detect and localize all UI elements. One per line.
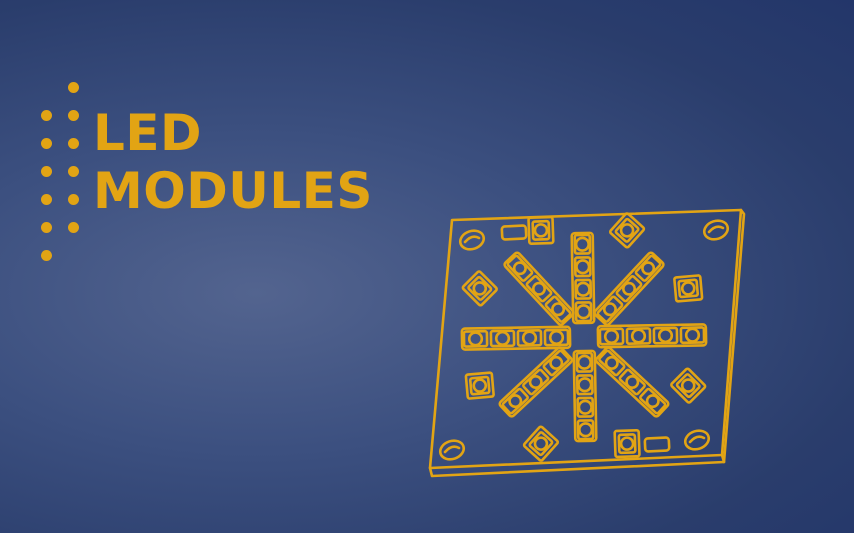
led-strip bbox=[572, 349, 598, 443]
led-chip bbox=[464, 371, 495, 400]
led-chip bbox=[527, 215, 555, 246]
mounting-hole bbox=[438, 439, 466, 461]
dot-icon bbox=[68, 110, 79, 121]
dot-icon bbox=[68, 166, 79, 177]
led-chip bbox=[670, 367, 707, 404]
dot-icon bbox=[41, 110, 52, 121]
led-strip bbox=[595, 346, 670, 418]
dot-icon bbox=[68, 194, 79, 205]
mounting-hole bbox=[702, 219, 730, 241]
led-chip bbox=[673, 274, 704, 303]
mounting-hole bbox=[458, 229, 486, 251]
board-slot bbox=[643, 436, 671, 453]
mounting-hole bbox=[683, 429, 711, 451]
led-strip bbox=[593, 251, 665, 326]
dot-icon bbox=[41, 138, 52, 149]
dot-icon bbox=[68, 222, 79, 233]
board-slot bbox=[500, 224, 528, 241]
led-chip bbox=[608, 212, 646, 249]
led-strip bbox=[570, 231, 596, 325]
page-title: LED MODULES bbox=[93, 104, 373, 220]
led-chip bbox=[461, 270, 498, 307]
dot-icon bbox=[41, 250, 52, 261]
dot-grid-icon bbox=[38, 78, 88, 263]
led-strip bbox=[498, 346, 573, 418]
led-strip bbox=[503, 251, 575, 326]
dot-icon bbox=[68, 82, 79, 93]
dot-icon bbox=[68, 138, 79, 149]
title-line-modules: MODULES bbox=[93, 162, 373, 220]
dot-icon bbox=[41, 222, 52, 233]
dot-icon bbox=[41, 166, 52, 177]
led-module-board-icon bbox=[428, 208, 746, 478]
led-strip bbox=[596, 323, 708, 349]
led-chip bbox=[522, 425, 560, 462]
title-line-led: LED bbox=[93, 104, 203, 162]
dot-icon bbox=[41, 194, 52, 205]
led-chip bbox=[613, 428, 641, 459]
led-strip bbox=[460, 325, 572, 351]
